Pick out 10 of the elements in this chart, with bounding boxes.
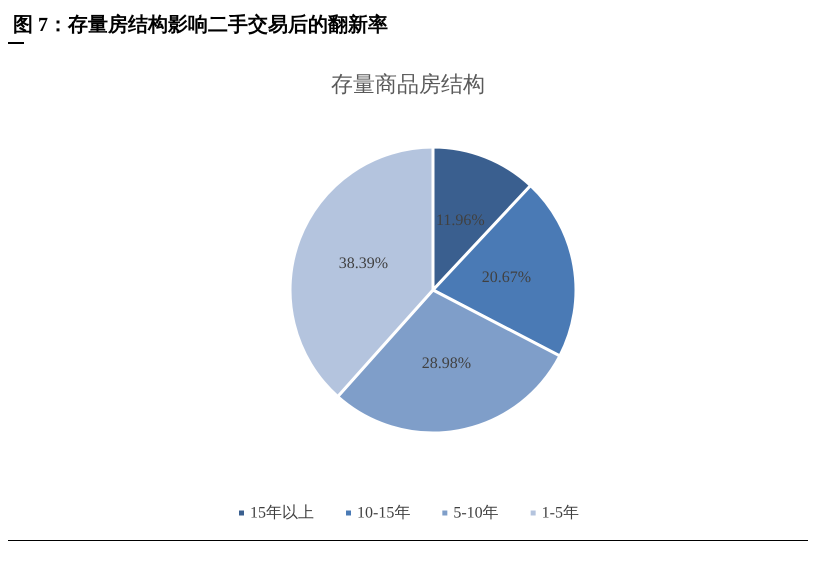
legend-label: 10-15年 (357, 504, 410, 522)
chart-subtitle: 存量商品房结构 (331, 72, 485, 96)
legend-label: 1-5年 (542, 504, 579, 522)
data-label: 28.98% (422, 354, 472, 372)
legend-label: 5-10年 (453, 504, 499, 522)
data-label: 11.96% (436, 212, 485, 230)
data-label: 38.39% (338, 254, 388, 272)
chart-title: 图 7：存量房结构影响二手交易后的翻新率 (13, 13, 388, 36)
data-label: 20.67% (482, 268, 532, 286)
legend-label: 15年以上 (250, 504, 314, 522)
